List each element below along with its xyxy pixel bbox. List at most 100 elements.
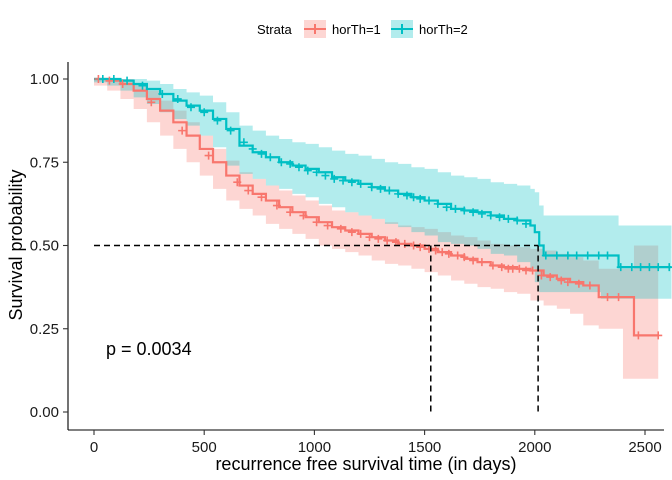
legend-key-horth2 — [391, 20, 413, 38]
legend-label-horth1: horTh=1 — [332, 22, 381, 37]
confidence-bands — [94, 79, 672, 379]
series-2-censor-mark — [356, 179, 365, 188]
series-2-censor-mark — [451, 204, 460, 213]
series-1-censor-mark — [347, 228, 356, 237]
series-1-censor-mark — [286, 208, 295, 217]
series-2-censor-mark — [173, 94, 182, 103]
series-2-censor-mark — [603, 251, 612, 260]
series-1-censor-mark — [204, 151, 213, 160]
x-tick-label: 2000 — [518, 439, 551, 456]
series-2-censor-mark — [654, 263, 663, 272]
series-1-censor-mark — [312, 218, 321, 227]
series-1-censor-mark — [416, 243, 425, 252]
legend: Strata horTh=1 horTh=2 — [257, 20, 468, 38]
series-2-censor-mark — [286, 159, 295, 168]
series-2-censor-mark — [226, 126, 235, 135]
series-1-censor-mark — [365, 233, 374, 242]
median-lines — [94, 244, 539, 412]
series-2-censor-mark — [248, 144, 257, 153]
series-1-censor-mark — [537, 271, 546, 280]
series-1-censor-mark — [515, 264, 524, 273]
series-1-censor-mark — [634, 331, 643, 340]
series-1-censor-mark — [585, 281, 594, 290]
series-1-censor-mark — [178, 126, 187, 135]
series-1-censor-mark — [118, 79, 127, 88]
series-2-censor-mark — [257, 149, 266, 158]
series-2-censor-mark — [594, 251, 603, 260]
series-2-censor-mark — [572, 251, 581, 260]
x-axis-title: recurrence free survival time (in days) — [215, 454, 516, 474]
series-2-censor-mark — [583, 251, 592, 260]
series-1-censor-mark — [557, 276, 566, 285]
p-value-label: p = 0.0034 — [106, 339, 192, 359]
series-1-censor-mark — [105, 76, 114, 85]
series-1-censor-mark — [374, 234, 383, 243]
series-2-censor-mark — [158, 89, 167, 98]
series-2-censor-mark — [339, 176, 348, 185]
series-1-censor-mark — [272, 201, 281, 210]
series-2-censor-mark — [513, 216, 522, 225]
y-axis-title: Survival probability — [6, 169, 26, 320]
y-tick-label: 0.00 — [30, 404, 59, 421]
series-2-censor-mark — [460, 206, 469, 215]
series-1-censor-mark — [563, 278, 572, 287]
series-2-censor-mark — [367, 183, 376, 192]
series-1-censor-mark — [488, 261, 497, 270]
series-2-censor-mark — [200, 108, 209, 117]
x-tick-label: 0 — [90, 439, 98, 456]
series-1-censor-mark — [460, 253, 469, 262]
series-1-censor-mark — [497, 263, 506, 272]
series-2-censor-mark — [425, 196, 434, 205]
series-1-censor-mark — [257, 193, 266, 202]
series-2-censor-mark — [303, 166, 312, 175]
series-2-censor-mark — [416, 194, 425, 203]
series-2-censor-mark — [402, 191, 411, 200]
series-1-ci-band — [94, 79, 659, 379]
series-2-censor-mark — [645, 263, 654, 272]
series-1-censor-mark — [431, 246, 440, 255]
series-1-censor-mark — [299, 211, 308, 220]
x-tick-label: 1000 — [298, 439, 331, 456]
series-1-censor-mark — [469, 256, 478, 265]
series-1-censor-mark — [654, 331, 663, 340]
series-1-censor-mark — [323, 221, 332, 230]
series-2-censor-mark — [552, 251, 561, 260]
series-1-censor-mark — [574, 279, 583, 288]
x-ticks: 0 500 1000 1500 2000 2500 — [90, 430, 662, 456]
series-1-censor-mark — [400, 239, 409, 248]
legend-key-horth1 — [304, 20, 326, 38]
series-2-censor-mark — [98, 75, 107, 83]
series-2-censor-mark — [394, 189, 403, 198]
series-1-censor-mark — [444, 249, 453, 258]
y-tick-label: 1.00 — [30, 71, 59, 88]
series-1-censor-mark — [453, 251, 462, 260]
series-1-censor-mark — [383, 236, 392, 245]
series-2-censor-mark — [266, 153, 275, 162]
x-tick-label: 1500 — [408, 439, 441, 456]
series-1-censor-mark — [438, 248, 447, 257]
legend-label-horth2: horTh=2 — [419, 22, 468, 37]
series-2-censor-mark — [123, 76, 132, 85]
series-2-censor-mark — [541, 251, 550, 260]
series-2-censor-mark — [442, 203, 451, 212]
series-1-censor-mark — [336, 224, 345, 233]
series-2-censor-mark — [321, 171, 330, 180]
series-1-censor-mark — [477, 258, 486, 267]
series-2-censor-mark — [636, 263, 645, 272]
series-2-censor-mark — [385, 186, 394, 195]
series-2-censor-mark — [347, 178, 356, 187]
series-2-censor-mark — [504, 214, 513, 223]
x-tick-label: 500 — [192, 439, 217, 456]
series-1-censor-mark — [546, 273, 555, 282]
series-2-censor-mark — [495, 213, 504, 222]
series-1-censor-mark — [356, 229, 365, 238]
series-1-censor-mark — [147, 98, 156, 107]
y-tick-label: 0.75 — [30, 154, 59, 171]
y-tick-label: 0.50 — [30, 238, 59, 255]
series-2-censor-mark — [521, 219, 530, 228]
series-2-censor-mark — [312, 168, 321, 177]
series-2-censor-mark — [409, 193, 418, 202]
legend-title: Strata — [257, 22, 292, 37]
series-1-censor-mark — [603, 293, 612, 302]
series-2-censor-mark — [433, 199, 442, 208]
